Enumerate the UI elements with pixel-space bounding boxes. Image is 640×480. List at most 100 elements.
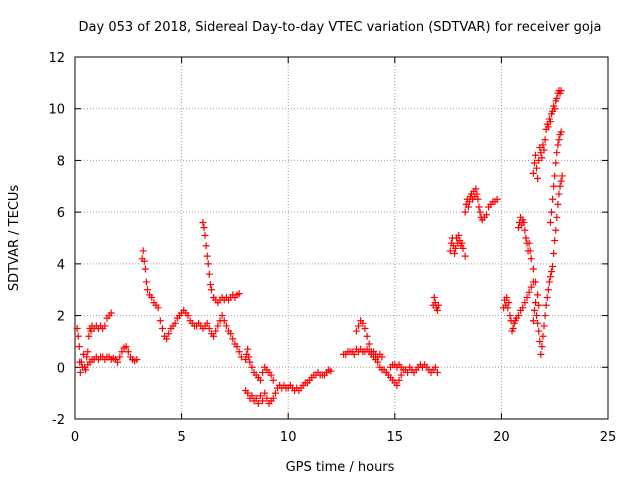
data-point <box>378 353 386 361</box>
data-point <box>263 394 271 402</box>
data-point <box>143 286 151 294</box>
data-point <box>83 353 91 361</box>
data-point <box>475 203 483 211</box>
data-point <box>363 332 371 340</box>
data-point <box>525 288 533 296</box>
data-point <box>365 340 373 348</box>
data-point <box>521 226 529 234</box>
data-point <box>530 159 538 167</box>
data-point <box>505 299 513 307</box>
data-point <box>536 337 544 345</box>
data-point <box>525 239 533 247</box>
data-point <box>509 325 517 332</box>
data-point <box>538 154 546 162</box>
data-point <box>267 371 275 379</box>
data-point <box>201 231 209 239</box>
data-point <box>248 392 256 400</box>
data-point <box>529 317 537 325</box>
data-point <box>269 394 277 402</box>
data-point <box>229 335 237 343</box>
data-point <box>154 304 162 312</box>
data-point <box>367 348 375 356</box>
data-point <box>550 182 558 190</box>
data-point <box>75 343 83 351</box>
data-point <box>551 105 559 113</box>
y-tick-label: 6 <box>57 206 65 221</box>
data-point <box>544 286 552 294</box>
data-point <box>458 239 466 247</box>
data-point <box>359 319 367 327</box>
data-point <box>184 312 192 320</box>
y-tick-label: 8 <box>57 154 65 169</box>
data-point <box>537 350 545 358</box>
y-tick-label: 12 <box>48 51 65 66</box>
data-point <box>557 87 565 95</box>
data-point <box>259 368 267 376</box>
x-tick-label: 25 <box>600 430 617 445</box>
data-point <box>455 231 463 239</box>
y-tick-label: -2 <box>52 413 65 428</box>
data-point <box>530 306 538 314</box>
data-point <box>235 348 243 356</box>
x-tick-label: 10 <box>280 430 297 445</box>
data-point <box>233 343 241 351</box>
data-point <box>555 190 563 198</box>
data-point <box>539 332 547 340</box>
data-point <box>550 250 558 258</box>
data-point <box>452 244 460 252</box>
data-point <box>542 301 550 309</box>
data-point <box>557 128 565 136</box>
data-point <box>107 309 115 317</box>
data-point <box>355 322 363 330</box>
data-point <box>245 353 253 361</box>
x-tick-label: 15 <box>387 430 404 445</box>
data-point <box>522 234 530 242</box>
data-point <box>520 218 528 226</box>
data-point <box>493 195 501 203</box>
y-tick-label: 0 <box>57 361 65 376</box>
data-point <box>431 363 439 371</box>
chart-title: Day 053 of 2018, Sidereal Day-to-day VTE… <box>79 20 602 35</box>
data-point <box>140 257 148 265</box>
data-point <box>397 371 405 379</box>
data-point <box>551 237 559 245</box>
data-point <box>527 283 535 291</box>
plot-frame <box>74 56 609 420</box>
data-point <box>76 368 84 376</box>
data-point <box>203 319 211 327</box>
data-point <box>212 327 220 335</box>
data-point <box>205 325 213 332</box>
data-point <box>246 358 254 366</box>
data-point <box>210 332 218 340</box>
data-point <box>557 177 565 185</box>
data-point <box>540 322 548 330</box>
data-point <box>404 368 412 376</box>
data-point <box>461 252 469 260</box>
data-point <box>148 293 156 301</box>
y-tick-label: 10 <box>48 103 65 118</box>
data-point <box>552 226 560 234</box>
y-axis-label: SDTVAR / TECUs <box>7 185 22 292</box>
data-point <box>244 345 252 353</box>
data-point <box>252 394 260 402</box>
data-point <box>545 278 553 286</box>
data-point <box>540 146 548 154</box>
data-point <box>203 252 211 260</box>
data-point <box>556 182 564 190</box>
data-point <box>85 332 93 340</box>
data-point <box>446 247 454 255</box>
data-point <box>482 211 490 219</box>
data-point <box>122 343 130 351</box>
data-point <box>459 244 467 252</box>
data-point <box>548 268 556 276</box>
data-point <box>74 332 82 340</box>
data-point <box>158 325 166 332</box>
data-point <box>202 242 210 250</box>
data-point <box>532 299 540 307</box>
data-point <box>261 389 269 397</box>
data-point <box>476 208 484 216</box>
data-point <box>256 392 264 400</box>
y-tick-label: 2 <box>57 310 65 325</box>
data-point <box>227 330 235 338</box>
data-point <box>472 185 480 193</box>
